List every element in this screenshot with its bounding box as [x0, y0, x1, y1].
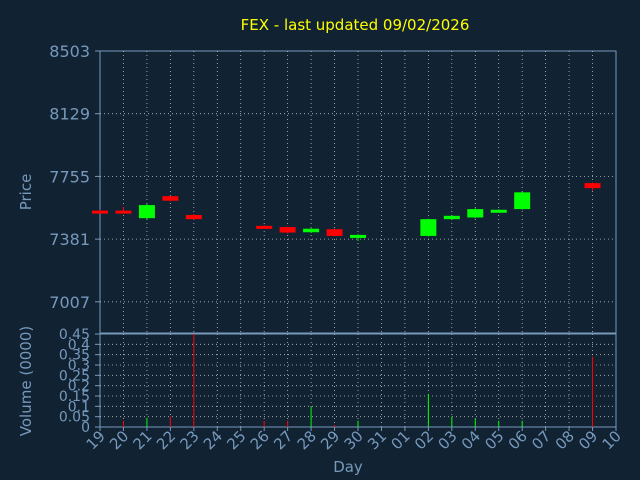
volume-tick-label: 0 [81, 420, 90, 436]
price-axis-label: Price [17, 174, 35, 211]
x-tick-label: 29 [317, 427, 343, 453]
volume-tick-label: 0.35 [59, 348, 90, 364]
price-tick-label: 8129 [49, 105, 90, 124]
candle-body [303, 228, 320, 233]
x-tick-label: 23 [176, 427, 202, 453]
candle-body [279, 227, 296, 233]
volume-tick-label: 0.05 [59, 410, 90, 426]
candle-body [467, 209, 484, 218]
x-tick-label: 02 [411, 427, 437, 453]
x-tick-label: 31 [364, 427, 390, 453]
candle-body [350, 234, 366, 238]
candle-body [326, 229, 343, 236]
x-tick-label: 06 [505, 427, 531, 453]
x-tick-label: 07 [528, 427, 554, 453]
volume-tick-label: 0.25 [59, 368, 90, 384]
x-tick-label: 28 [294, 427, 320, 453]
volume-tick-label: 0.45 [59, 327, 90, 343]
x-tick-label: 30 [341, 427, 367, 453]
x-tick-label: 01 [388, 427, 414, 453]
candle-body [115, 210, 132, 214]
x-tick-label: 20 [106, 427, 132, 453]
candle-body [514, 192, 531, 210]
candle-body [443, 215, 460, 220]
x-tick-label: 03 [434, 427, 460, 453]
x-tick-label: 04 [458, 427, 484, 453]
x-tick-label: 22 [153, 427, 179, 453]
candle-body [420, 219, 437, 236]
candle-body [162, 196, 179, 201]
x-tick-label: 09 [575, 427, 601, 453]
candle-body [138, 205, 155, 219]
x-tick-label: 26 [247, 427, 273, 453]
volume-axis-label: Volume (0000) [17, 326, 35, 436]
candle-body [256, 225, 273, 229]
volume-tick-label: 0.15 [59, 389, 90, 405]
x-tick-label: 10 [599, 427, 625, 453]
x-tick-label: 25 [223, 427, 249, 453]
price-tick-label: 7381 [49, 230, 90, 249]
price-tick-label: 7007 [49, 293, 90, 312]
price-panel: 8503 8129 7755 7381 7007 [49, 42, 617, 334]
candle-body [92, 210, 108, 214]
candle-body [490, 209, 507, 213]
x-axis-label: Day [333, 458, 363, 476]
volume-panel: 0.450.40.350.30.250.20.150.10.0501920212… [59, 327, 625, 453]
candle-body [584, 183, 601, 189]
candle-body [185, 214, 202, 220]
x-tick-label: 05 [481, 427, 507, 453]
volume-tick-label: 0.3 [68, 358, 90, 374]
x-tick-label: 08 [552, 427, 578, 453]
volume-tick-label: 0.4 [68, 337, 90, 353]
price-tick-label: 7755 [49, 167, 90, 186]
x-tick-label: 24 [200, 427, 226, 453]
x-tick-label: 21 [130, 427, 156, 453]
chart-title: FEX - last updated 09/02/2026 [241, 16, 470, 34]
volume-plot-frame [99, 333, 617, 428]
volume-tick-label: 0.2 [68, 379, 90, 395]
price-plot-frame [99, 50, 617, 334]
x-tick-label: 27 [270, 427, 296, 453]
price-tick-label: 8503 [49, 42, 90, 61]
volume-tick-label: 0.1 [68, 399, 90, 415]
